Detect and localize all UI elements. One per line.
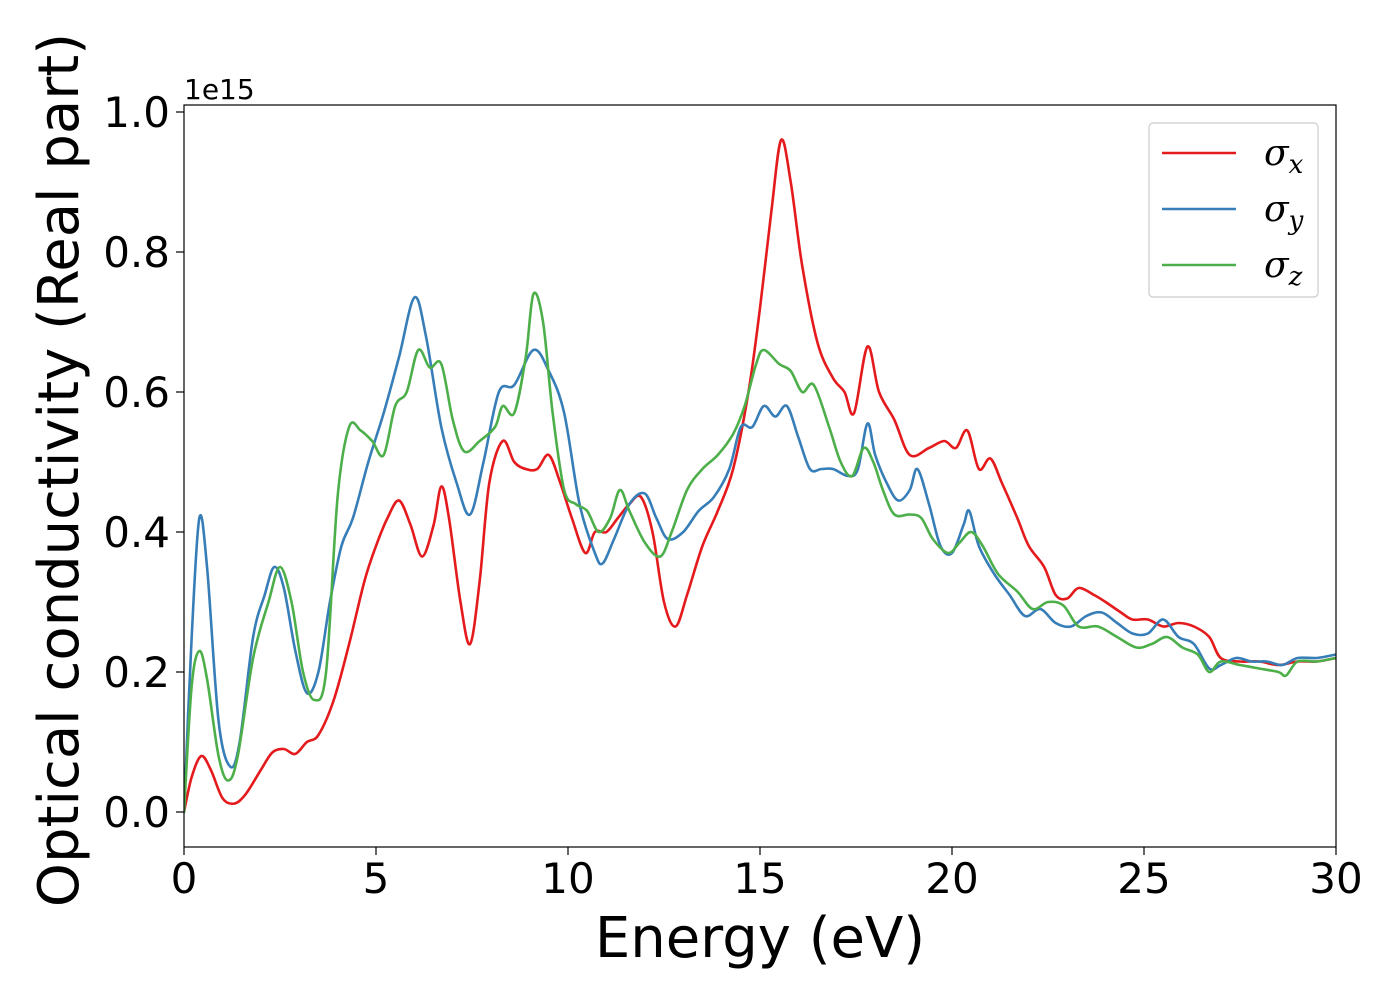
series-line-y (184, 295, 1336, 814)
legend-subscript: x (1289, 150, 1304, 180)
y-tick-label: 1.0 (103, 88, 170, 137)
series-line-z (184, 291, 1336, 814)
y-tick-label: 0.8 (103, 228, 170, 277)
legend-subscript: y (1288, 206, 1304, 236)
y-offset-text: 1e15 (184, 73, 255, 106)
y-tick-label: 0.2 (103, 648, 170, 697)
y-tick-label: 0.6 (103, 368, 170, 417)
y-tick-label: 0.4 (103, 508, 170, 557)
x-tick-label: 20 (925, 854, 978, 903)
x-tick-label: 0 (171, 854, 198, 903)
axis-ticks: 0 5 10 15 20 25 30 0.0 0.2 0.4 0.6 0.8 1.0 (103, 88, 1363, 903)
x-axis-label: Energy (eV) (595, 906, 925, 971)
legend-subscript: z (1288, 262, 1303, 292)
x-tick-label: 10 (541, 854, 594, 903)
legend-label-x: σx (1264, 133, 1304, 180)
y-tick-label: 0.0 (103, 788, 170, 837)
x-tick-label: 30 (1309, 854, 1362, 903)
y-axis-label: Optical conductivity (Real part) (27, 33, 92, 907)
x-tick-label: 15 (733, 854, 786, 903)
series-layer (184, 138, 1336, 814)
series-line-x (184, 138, 1336, 814)
x-tick-label: 5 (363, 854, 390, 903)
x-tick-label: 25 (1117, 854, 1170, 903)
